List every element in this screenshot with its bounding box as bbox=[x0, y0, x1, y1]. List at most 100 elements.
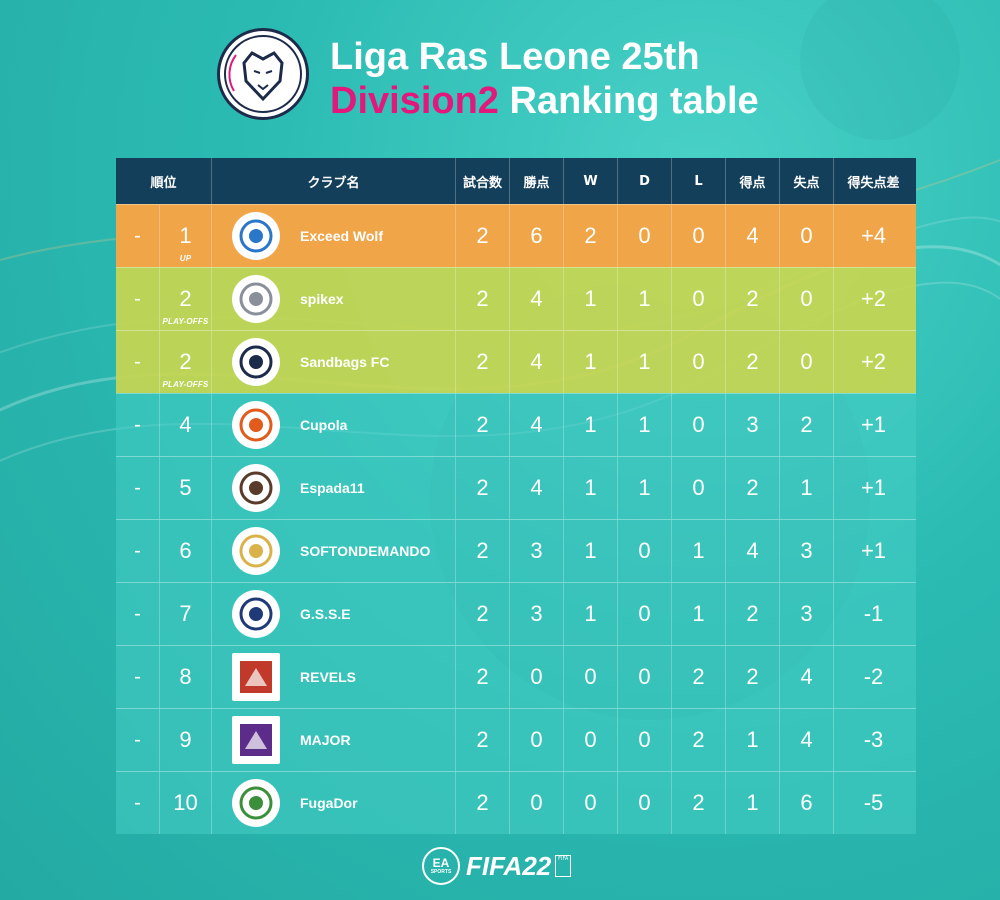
club-name: SOFTONDEMANDO bbox=[300, 543, 431, 559]
draws-cell: 1 bbox=[618, 331, 672, 393]
club-cell: spikex bbox=[212, 268, 456, 330]
points-cell: 0 bbox=[510, 772, 564, 834]
goals-against-cell: 2 bbox=[780, 394, 834, 456]
points-cell: 0 bbox=[510, 709, 564, 771]
col-gf: 得点 bbox=[726, 158, 780, 204]
losses-cell: 0 bbox=[672, 394, 726, 456]
page-subtitle: Division2 Ranking table bbox=[330, 79, 759, 123]
goals-for-cell: 3 bbox=[726, 394, 780, 456]
page-title: Liga Ras Leone 25th bbox=[330, 36, 700, 78]
goal-diff-cell: -5 bbox=[863, 790, 884, 815]
goals-against-cell: 4 bbox=[780, 709, 834, 771]
played-cell: 2 bbox=[456, 583, 510, 645]
wins-cell: 1 bbox=[564, 268, 618, 330]
table-row: - 5 Espada11 2 4 1 1 0 2 1 +1 bbox=[116, 456, 916, 519]
goal-diff-cell: +2 bbox=[860, 286, 887, 311]
played-cell: 2 bbox=[456, 772, 510, 834]
goals-for-cell: 2 bbox=[726, 583, 780, 645]
goals-for-cell: 2 bbox=[726, 268, 780, 330]
losses-cell: 0 bbox=[672, 457, 726, 519]
losses-cell: 1 bbox=[672, 520, 726, 582]
club-name: Espada11 bbox=[300, 480, 365, 496]
goals-against-cell: 0 bbox=[780, 205, 834, 267]
table-body: - 1 UP Exceed Wolf 2 6 2 0 0 4 0 +4 - 2 … bbox=[116, 204, 916, 834]
rank-value: 7 bbox=[179, 601, 192, 626]
flame-emblem-icon bbox=[232, 401, 280, 449]
rank-cell: 2 PLAY-OFFS bbox=[160, 268, 212, 330]
club-cell: FugaDor bbox=[212, 772, 456, 834]
points-cell: 0 bbox=[510, 646, 564, 708]
goals-against-cell: 0 bbox=[780, 268, 834, 330]
league-logo bbox=[217, 28, 309, 120]
club-cell: Sandbags FC bbox=[212, 331, 456, 393]
draws-cell: 0 bbox=[618, 583, 672, 645]
rank-value: 8 bbox=[179, 664, 192, 689]
status-cell: - bbox=[116, 205, 160, 267]
club-cell: G.S.S.E bbox=[212, 583, 456, 645]
col-club: クラブ名 bbox=[212, 158, 456, 204]
rank-cell: 4 bbox=[160, 394, 212, 456]
game-title: FIFA22 bbox=[466, 850, 552, 881]
table-row: - 6 SOFTONDEMANDO 2 3 1 0 1 4 3 +1 bbox=[116, 519, 916, 582]
division-label: Division2 bbox=[330, 80, 499, 122]
rank-cell: 7 bbox=[160, 583, 212, 645]
fugador-emblem-icon bbox=[232, 779, 280, 827]
status-cell: - bbox=[116, 520, 160, 582]
ea-sports-logo: EA SPORTS bbox=[422, 847, 460, 885]
wins-cell: 1 bbox=[564, 457, 618, 519]
losses-cell: 1 bbox=[672, 583, 726, 645]
points-cell: 4 bbox=[510, 394, 564, 456]
club-name: MAJOR bbox=[300, 732, 351, 748]
goal-diff-cell: +1 bbox=[860, 475, 887, 500]
club-name: Sandbags FC bbox=[300, 354, 390, 370]
wing-shield-emblem-icon bbox=[232, 527, 280, 575]
goal-diff-cell: -2 bbox=[863, 664, 884, 689]
draws-cell: 0 bbox=[618, 520, 672, 582]
wins-cell: 2 bbox=[564, 205, 618, 267]
goals-against-cell: 1 bbox=[780, 457, 834, 519]
rank-value: 9 bbox=[179, 727, 192, 752]
club-cell: REVELS bbox=[212, 646, 456, 708]
losses-cell: 0 bbox=[672, 268, 726, 330]
club-name: Cupola bbox=[300, 417, 348, 433]
rank-cell: 8 bbox=[160, 646, 212, 708]
lion-icon bbox=[224, 35, 302, 113]
table-row: - 4 Cupola 2 4 1 1 0 3 2 +1 bbox=[116, 393, 916, 456]
sports-text: SPORTS bbox=[430, 869, 452, 875]
rank-value: 5 bbox=[179, 475, 192, 500]
goals-for-cell: 1 bbox=[726, 772, 780, 834]
club-cell: Espada11 bbox=[212, 457, 456, 519]
losses-cell: 2 bbox=[672, 646, 726, 708]
status-cell: - bbox=[116, 268, 160, 330]
rank-note: PLAY-OFFS bbox=[162, 380, 209, 389]
club-name: Exceed Wolf bbox=[300, 228, 383, 244]
subtitle-rest: Ranking table bbox=[498, 80, 759, 122]
col-l: L bbox=[672, 158, 726, 204]
draws-cell: 0 bbox=[618, 205, 672, 267]
draws-cell: 0 bbox=[618, 772, 672, 834]
rank-cell: 6 bbox=[160, 520, 212, 582]
losses-cell: 2 bbox=[672, 709, 726, 771]
status-cell: - bbox=[116, 331, 160, 393]
table-row: - 7 G.S.S.E 2 3 1 0 1 2 3 -1 bbox=[116, 582, 916, 645]
wins-cell: 1 bbox=[564, 583, 618, 645]
col-points: 勝点 bbox=[510, 158, 564, 204]
goals-for-cell: 4 bbox=[726, 205, 780, 267]
rank-cell: 1 UP bbox=[160, 205, 212, 267]
club-name: G.S.S.E bbox=[300, 606, 351, 622]
losses-cell: 0 bbox=[672, 205, 726, 267]
draws-cell: 0 bbox=[618, 646, 672, 708]
rank-value: 2 bbox=[179, 349, 192, 374]
rank-cell: 10 bbox=[160, 772, 212, 834]
status-cell: - bbox=[116, 583, 160, 645]
rank-value: 1 bbox=[179, 223, 192, 248]
wolf-emblem-icon bbox=[232, 212, 280, 260]
played-cell: 2 bbox=[456, 646, 510, 708]
star-crest-emblem-icon bbox=[232, 590, 280, 638]
col-played: 試合数 bbox=[456, 158, 510, 204]
bottle-emblem-icon bbox=[232, 338, 280, 386]
wins-cell: 0 bbox=[564, 772, 618, 834]
goal-diff-cell: +2 bbox=[860, 349, 887, 374]
status-cell: - bbox=[116, 646, 160, 708]
revels-emblem-icon bbox=[232, 653, 280, 701]
